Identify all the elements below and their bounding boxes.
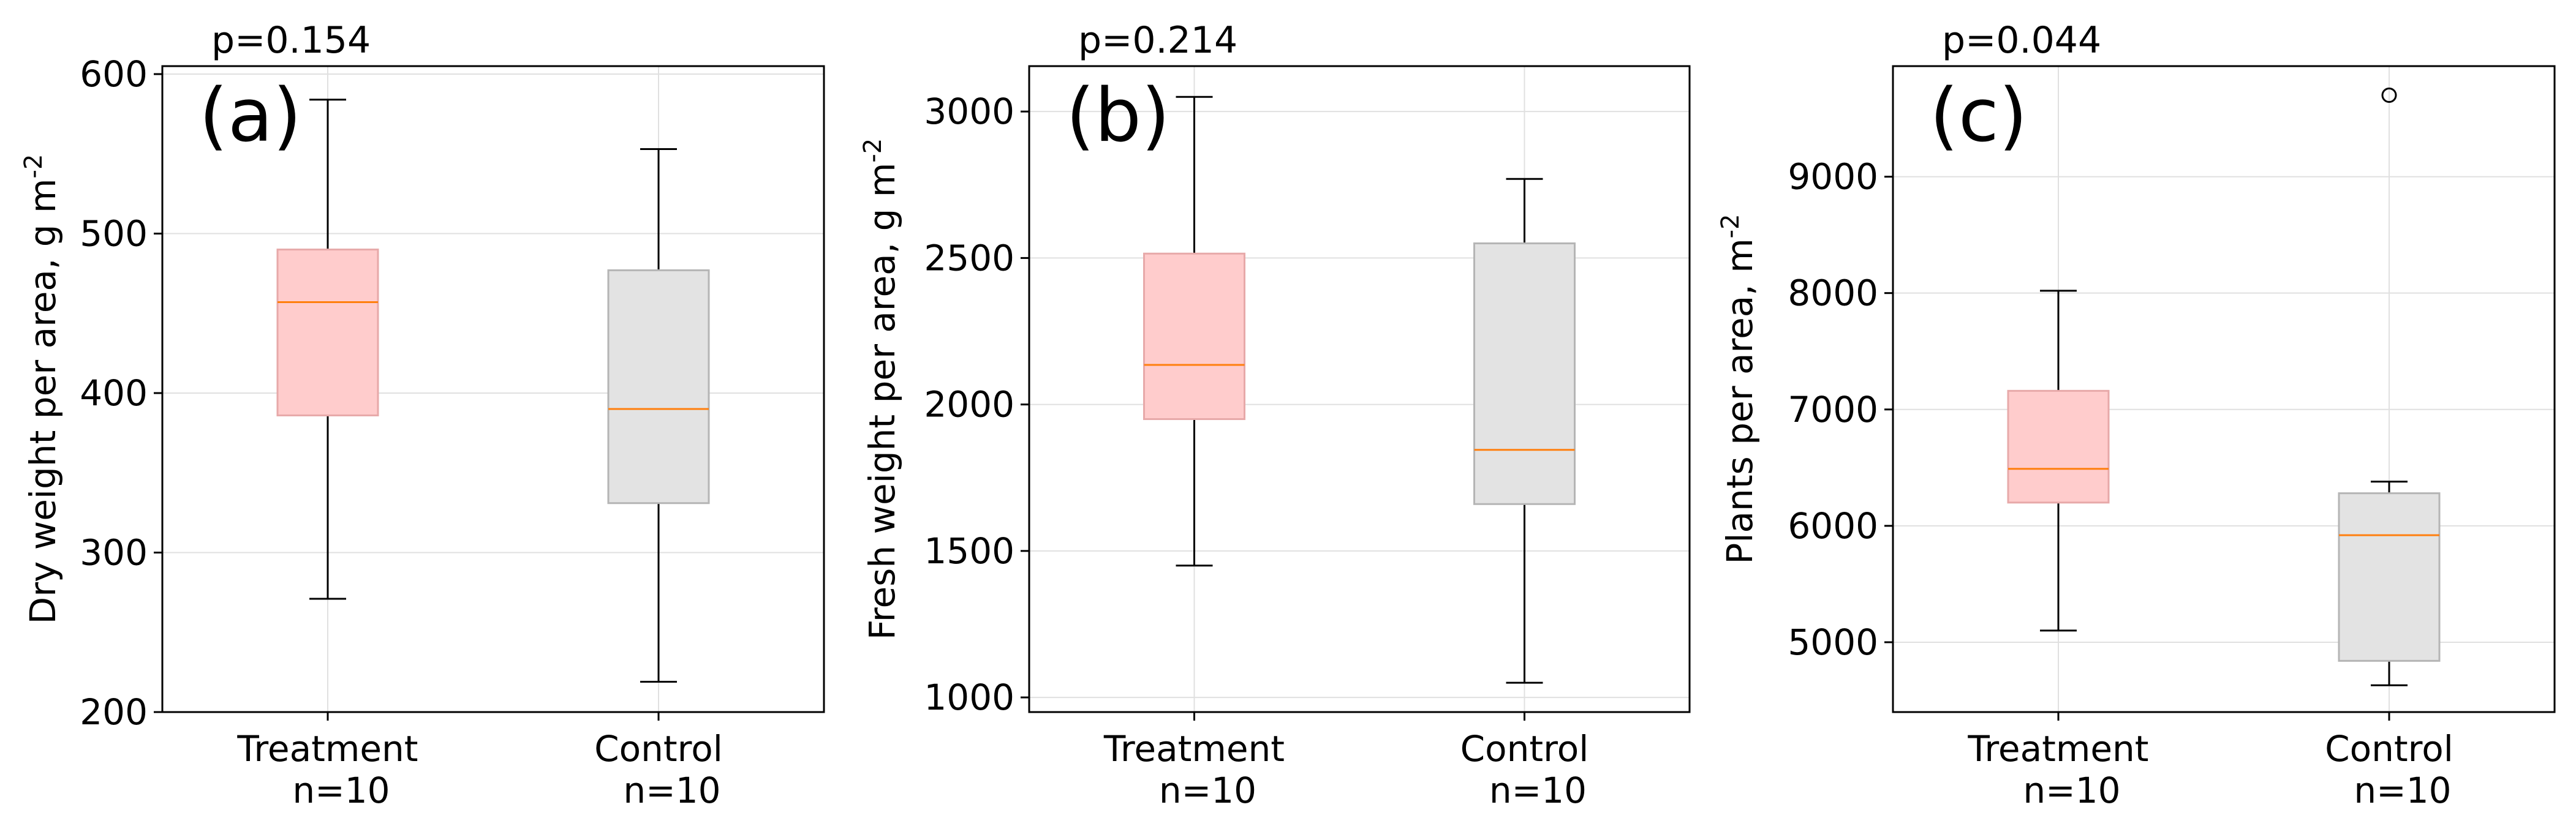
y-axis-label-superscript: -2 <box>1717 214 1745 238</box>
panel-letter-label: (b) <box>1066 73 1170 159</box>
panel-letter-label: (c) <box>1930 73 2028 159</box>
y-tick-label: 300 <box>80 532 148 574</box>
x-tick-label: Control <box>2325 728 2453 770</box>
x-tick-n-label: n=10 <box>623 770 720 811</box>
box-control <box>2338 88 2441 686</box>
box-treatment <box>276 99 379 600</box>
y-axis-label-superscript: -2 <box>859 138 887 163</box>
y-tick-label: 9000 <box>1788 156 1878 198</box>
y-tick-label: 2000 <box>924 384 1014 426</box>
x-tick-label: Control <box>594 728 723 770</box>
box-iqr <box>607 269 710 505</box>
panel-b: Treatmentn=10Controln=101000150020002500… <box>859 19 1691 811</box>
y-tick-label: 1500 <box>924 530 1014 572</box>
y-axis-label: Plants per area, m-2 <box>1717 214 1761 564</box>
box-treatment <box>2007 290 2110 632</box>
y-tick-label: 5000 <box>1788 621 1878 663</box>
p-value-annotation: p=0.044 <box>1942 19 2101 62</box>
y-axis-label-text: Fresh weight per area, g m <box>861 163 903 640</box>
x-tick-n-label: n=10 <box>1489 770 1587 811</box>
axes-frame <box>1028 65 1691 713</box>
panel-c: Treatmentn=10Controln=105000600070008000… <box>1717 19 2556 811</box>
x-tick-n-label: n=10 <box>1159 770 1256 811</box>
y-axis-label-text: Plants per area, m <box>1719 238 1761 564</box>
x-tick-n-label: n=10 <box>292 770 390 811</box>
axes-frame <box>161 65 825 713</box>
y-tick-label: 3000 <box>924 91 1014 132</box>
x-tick-label: Treatment <box>1967 728 2148 770</box>
y-tick-label: 7000 <box>1788 389 1878 430</box>
x-tick-n-label: n=10 <box>2354 770 2451 811</box>
panel-letter-label: (a) <box>199 73 301 159</box>
y-tick-label: 200 <box>80 691 148 733</box>
x-tick-n-label: n=10 <box>2023 770 2120 811</box>
box-iqr <box>1143 252 1245 421</box>
y-tick-label: 1000 <box>924 677 1014 718</box>
y-tick-label: 6000 <box>1788 505 1878 547</box>
axes-frame <box>1892 65 2556 713</box>
y-tick-label: 600 <box>80 53 148 95</box>
y-axis-label: Dry weight per area, g m-2 <box>20 154 64 625</box>
p-value-annotation: p=0.214 <box>1078 19 1237 62</box>
y-axis-label-superscript: -2 <box>20 154 48 179</box>
box-iqr <box>276 249 379 416</box>
x-tick-label: Treatment <box>1103 728 1285 770</box>
y-tick-label: 500 <box>80 213 148 255</box>
y-tick-label: 400 <box>80 372 148 414</box>
y-tick-label: 2500 <box>924 237 1014 279</box>
y-axis-label-text: Dry weight per area, g m <box>22 178 64 624</box>
x-tick-label: Treatment <box>236 728 418 770</box>
outlier-point <box>2381 88 2397 103</box>
y-axis-label: Fresh weight per area, g m-2 <box>859 138 903 640</box>
y-tick-label: 8000 <box>1788 272 1878 314</box>
box-iqr <box>1473 242 1576 505</box>
p-value-annotation: p=0.154 <box>211 19 371 62</box>
box-iqr <box>2338 492 2441 662</box>
x-tick-label: Control <box>1460 728 1589 770</box>
panel-a: Treatmentn=10Controln=10200300400500600D… <box>20 19 825 811</box>
box-control <box>1473 178 1576 684</box>
box-treatment <box>1143 96 1245 567</box>
box-iqr <box>2007 389 2110 504</box>
box-control <box>607 148 710 683</box>
